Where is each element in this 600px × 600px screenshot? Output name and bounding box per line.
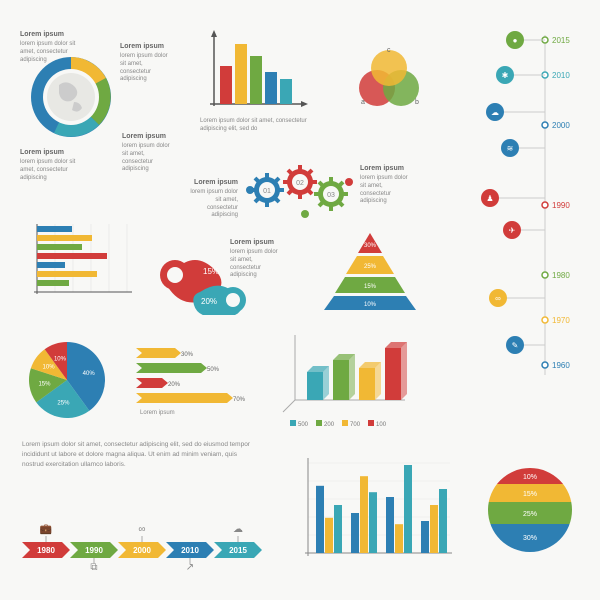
svg-text:01: 01 <box>263 188 271 195</box>
svg-text:∞: ∞ <box>495 294 501 303</box>
svg-text:02: 02 <box>296 180 304 187</box>
svg-text:30%: 30% <box>364 243 377 249</box>
svg-text:∞: ∞ <box>138 524 145 535</box>
body-text: Lorem ipsum dolor sit amet, consectetur … <box>22 440 252 469</box>
svg-text:1960: 1960 <box>552 361 570 370</box>
blob-chart: 15% 20% <box>145 250 255 317</box>
svg-text:2010: 2010 <box>552 71 570 80</box>
svg-text:2015: 2015 <box>552 36 570 45</box>
globe-label-tr: Lorem ipsumlorem ipsum dolor sit amet, c… <box>120 42 175 84</box>
svg-text:30%: 30% <box>523 535 537 542</box>
bar-chart-1 <box>200 28 310 118</box>
svg-text:10%: 10% <box>364 302 377 308</box>
timeline: 2015 2010 2000 1990 1980 1970 1960 ● ✱ ☁ ≋ ♟ ✈ ∞ ✎ <box>440 30 580 380</box>
hbar-pct: 30% 50% 20% 70% <box>128 342 258 414</box>
svg-text:✱: ✱ <box>502 71 509 80</box>
svg-text:15%: 15% <box>523 491 537 498</box>
bar1-caption: Lorem ipsum dolor sit amet, consectetur … <box>200 118 320 134</box>
svg-text:2015: 2015 <box>229 546 247 555</box>
gear-label-r: Lorem ipsumlorem ipsum dolor sit amet, c… <box>360 164 415 206</box>
grouped-bars <box>290 448 460 570</box>
gear-label-l: Lorem ipsumlorem ipsum dolor sit amet, c… <box>188 178 238 220</box>
bar3d-legend: 500200700100 <box>290 420 386 428</box>
svg-text:b: b <box>415 99 419 106</box>
svg-text:a: a <box>361 99 365 106</box>
hbar-mini <box>22 220 137 302</box>
svg-text:03: 03 <box>327 192 335 199</box>
arrow-timeline: 1980💼1990⧉2000∞2010↗2015☁ <box>22 510 272 572</box>
venn-diagram: a b c <box>345 42 435 124</box>
svg-text:15%: 15% <box>38 382 51 388</box>
globe-pie <box>24 50 119 147</box>
svg-text:1980: 1980 <box>37 546 55 555</box>
svg-text:1990: 1990 <box>552 201 570 210</box>
svg-text:2010: 2010 <box>181 546 199 555</box>
svg-text:25%: 25% <box>523 511 537 518</box>
svg-text:✈: ✈ <box>509 226 516 235</box>
hbar-pct-cap: Lorem ipsum <box>140 410 175 418</box>
svg-text:50%: 50% <box>207 367 220 373</box>
svg-text:10%: 10% <box>43 365 56 371</box>
stacked-circle: 10% 15% 25% 30% <box>480 460 580 562</box>
bar-3d <box>275 320 425 422</box>
svg-text:☁: ☁ <box>491 108 499 117</box>
svg-text:1990: 1990 <box>85 546 103 555</box>
gears: 01 02 03 <box>245 160 355 222</box>
svg-text:2000: 2000 <box>133 546 151 555</box>
svg-text:c: c <box>387 47 391 54</box>
svg-text:💼: 💼 <box>40 524 53 535</box>
svg-text:✎: ✎ <box>512 341 519 350</box>
pyramid: 30% 25% 15% 10% <box>320 228 420 315</box>
svg-text:30%: 30% <box>181 352 194 358</box>
svg-text:10%: 10% <box>523 474 537 481</box>
svg-text:15%: 15% <box>203 267 219 276</box>
svg-text:≋: ≋ <box>507 144 514 153</box>
svg-text:40%: 40% <box>83 371 96 377</box>
svg-text:2000: 2000 <box>552 121 570 130</box>
svg-text:♟: ♟ <box>486 194 493 203</box>
svg-text:70%: 70% <box>233 397 246 403</box>
svg-text:25%: 25% <box>57 401 70 407</box>
svg-text:20%: 20% <box>201 297 217 306</box>
svg-text:1980: 1980 <box>552 271 570 280</box>
svg-text:20%: 20% <box>168 382 181 388</box>
svg-text:25%: 25% <box>364 264 377 270</box>
svg-text:1970: 1970 <box>552 316 570 325</box>
globe-label-bl: Lorem ipsumlorem ipsum dolor sit amet, c… <box>20 148 80 182</box>
pie-chart: 40% 25% 15% 10% 10% <box>22 335 112 427</box>
globe-label-br: Lorem ipsumlorem ipsum dolor sit amet, c… <box>122 132 177 174</box>
svg-text:●: ● <box>513 36 518 45</box>
svg-text:☁: ☁ <box>233 524 243 535</box>
svg-text:10%: 10% <box>54 356 67 362</box>
svg-text:15%: 15% <box>364 284 377 290</box>
globe-label-tl: Lorem ipsumlorem ipsum dolor sit amet, c… <box>20 30 80 64</box>
